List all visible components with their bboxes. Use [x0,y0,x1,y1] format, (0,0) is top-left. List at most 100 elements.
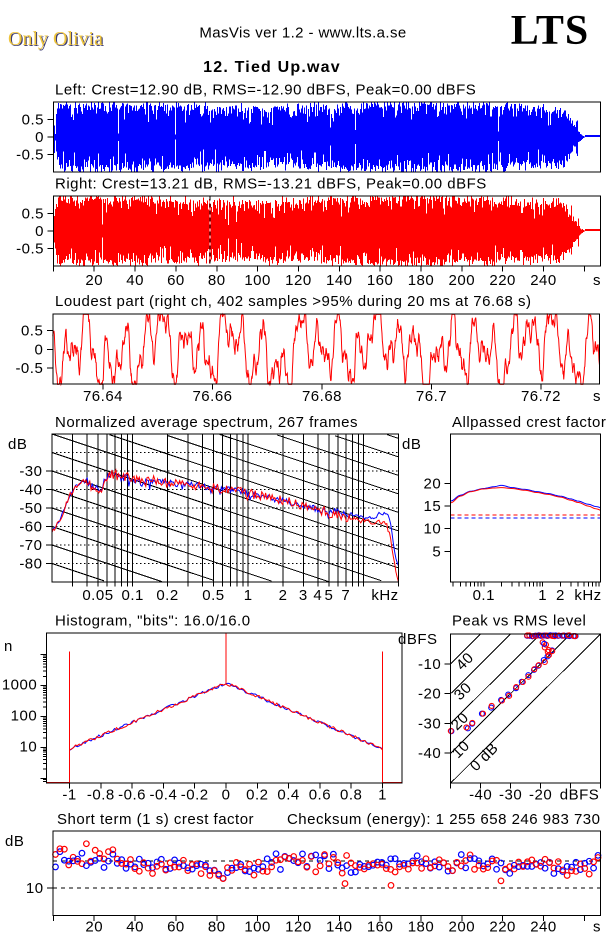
svg-text:-0.2: -0.2 [181,787,209,804]
svg-text:1000: 1000 [2,677,37,694]
svg-text:0.1: 0.1 [122,587,144,604]
svg-text:-20: -20 [418,686,441,703]
svg-text:200: 200 [449,272,476,289]
svg-text:Only Olivia: Only Olivia [8,28,103,50]
svg-text:200: 200 [449,919,476,936]
svg-text:-40: -40 [418,745,441,762]
svg-text:1: 1 [244,587,253,604]
svg-text:160: 160 [367,272,394,289]
svg-text:Short term (1 s) crest factor: Short term (1 s) crest factor [57,811,254,828]
svg-text:60: 60 [167,272,185,289]
svg-text:0: 0 [35,129,44,146]
svg-text:7: 7 [341,587,350,604]
svg-text:76.7: 76.7 [416,388,447,405]
svg-text:Peak vs RMS level: Peak vs RMS level [452,613,586,630]
svg-text:dBFS: dBFS [398,631,438,648]
svg-text:-60: -60 [19,519,42,536]
svg-text:-0.8: -0.8 [87,787,115,804]
svg-text:5: 5 [432,543,441,560]
svg-text:15: 15 [424,498,442,515]
svg-text:2: 2 [556,587,565,604]
svg-text:140: 140 [326,272,353,289]
svg-text:-70: -70 [19,537,42,554]
svg-text:0.5: 0.5 [202,587,224,604]
svg-text:140: 140 [326,919,353,936]
svg-text:kHz: kHz [574,587,601,604]
svg-text:180: 180 [408,272,435,289]
svg-text:Checksum (energy): 1 255 658: Checksum (energy): 1 255 658 246 983 730 [287,811,601,828]
svg-text:220: 220 [489,919,516,936]
svg-text:0: 0 [35,223,44,240]
svg-text:-50: -50 [19,500,42,517]
svg-text:240: 240 [530,272,557,289]
svg-text:120: 120 [285,272,312,289]
svg-text:Left: Crest=12.90 dB, RMS=-12.: Left: Crest=12.90 dB, RMS=-12.90 dBFS, P… [55,82,476,99]
svg-text:0.2: 0.2 [246,787,268,804]
svg-text:76.68: 76.68 [302,388,342,405]
svg-text:0.1: 0.1 [473,587,495,604]
svg-text:s: s [593,388,601,405]
svg-text:kHz: kHz [371,587,398,604]
svg-text:-0.5: -0.5 [16,241,44,258]
svg-text:240: 240 [530,919,557,936]
svg-text:0.5: 0.5 [22,112,44,129]
svg-text:dB: dB [402,436,421,453]
svg-text:Allpassed crest factor: Allpassed crest factor [452,414,606,431]
svg-text:Only Olivia: Only Olivia [9,29,104,51]
svg-text:10: 10 [424,521,442,538]
svg-text:n: n [4,638,13,655]
svg-text:Normalized average spectrum, 2: Normalized average spectrum, 267 frames [55,414,358,431]
svg-text:0: 0 [222,787,231,804]
svg-text:100: 100 [11,708,38,725]
svg-text:0.05: 0.05 [82,587,113,604]
svg-text:160: 160 [367,919,394,936]
svg-text:0.2: 0.2 [156,587,178,604]
svg-text:80: 80 [208,272,226,289]
svg-text:-40: -40 [469,787,492,804]
svg-text:80: 80 [208,919,226,936]
svg-text:180: 180 [408,919,435,936]
svg-text:-40: -40 [19,482,42,499]
svg-text:-0.5: -0.5 [16,147,44,164]
svg-text:s: s [593,919,601,936]
svg-text:20: 20 [424,476,442,493]
svg-text:0.6: 0.6 [309,787,331,804]
svg-text:-20: -20 [529,787,552,804]
svg-text:dB: dB [5,833,24,850]
svg-text:60: 60 [167,919,185,936]
svg-text:-30: -30 [19,463,42,480]
svg-text:-10: -10 [418,656,441,673]
svg-text:10: 10 [26,880,44,897]
svg-text:40: 40 [126,272,144,289]
svg-text:Loudest part (right ch, 402 sa: Loudest part (right ch, 402 samples >95%… [55,293,532,310]
svg-text:100: 100 [244,272,271,289]
svg-text:100: 100 [244,919,271,936]
svg-text:LTS: LTS [511,8,590,54]
svg-text:12. Tied Up.wav: 12. Tied Up.wav [203,59,341,76]
svg-text:0.5: 0.5 [21,323,43,340]
svg-text:4: 4 [313,587,322,604]
svg-text:-30: -30 [418,715,441,732]
svg-text:20: 20 [85,272,103,289]
svg-text:5: 5 [325,587,334,604]
svg-text:Right: Crest=13.21 dB, RMS=-13: Right: Crest=13.21 dB, RMS=-13.21 dBFS, … [55,176,487,193]
svg-text:-80: -80 [19,556,42,573]
svg-text:3: 3 [299,587,308,604]
svg-text:-0.5: -0.5 [15,360,43,377]
svg-text:1: 1 [378,787,387,804]
svg-text:76.66: 76.66 [192,388,232,405]
svg-text:-0.4: -0.4 [149,787,177,804]
svg-text:40: 40 [126,919,144,936]
svg-text:76.72: 76.72 [521,388,561,405]
svg-text:0: 0 [34,341,43,358]
svg-text:dBFS: dBFS [560,787,600,804]
svg-text:220: 220 [489,272,516,289]
svg-text:120: 120 [285,919,312,936]
svg-text:76.64: 76.64 [83,388,123,405]
svg-text:0.4: 0.4 [277,787,299,804]
svg-text:-30: -30 [499,787,522,804]
svg-text:2: 2 [279,587,288,604]
svg-text:s: s [593,272,601,289]
svg-text:dB: dB [8,436,27,453]
svg-text:Histogram, "bits": 16.0/16.0: Histogram, "bits": 16.0/16.0 [55,613,251,630]
